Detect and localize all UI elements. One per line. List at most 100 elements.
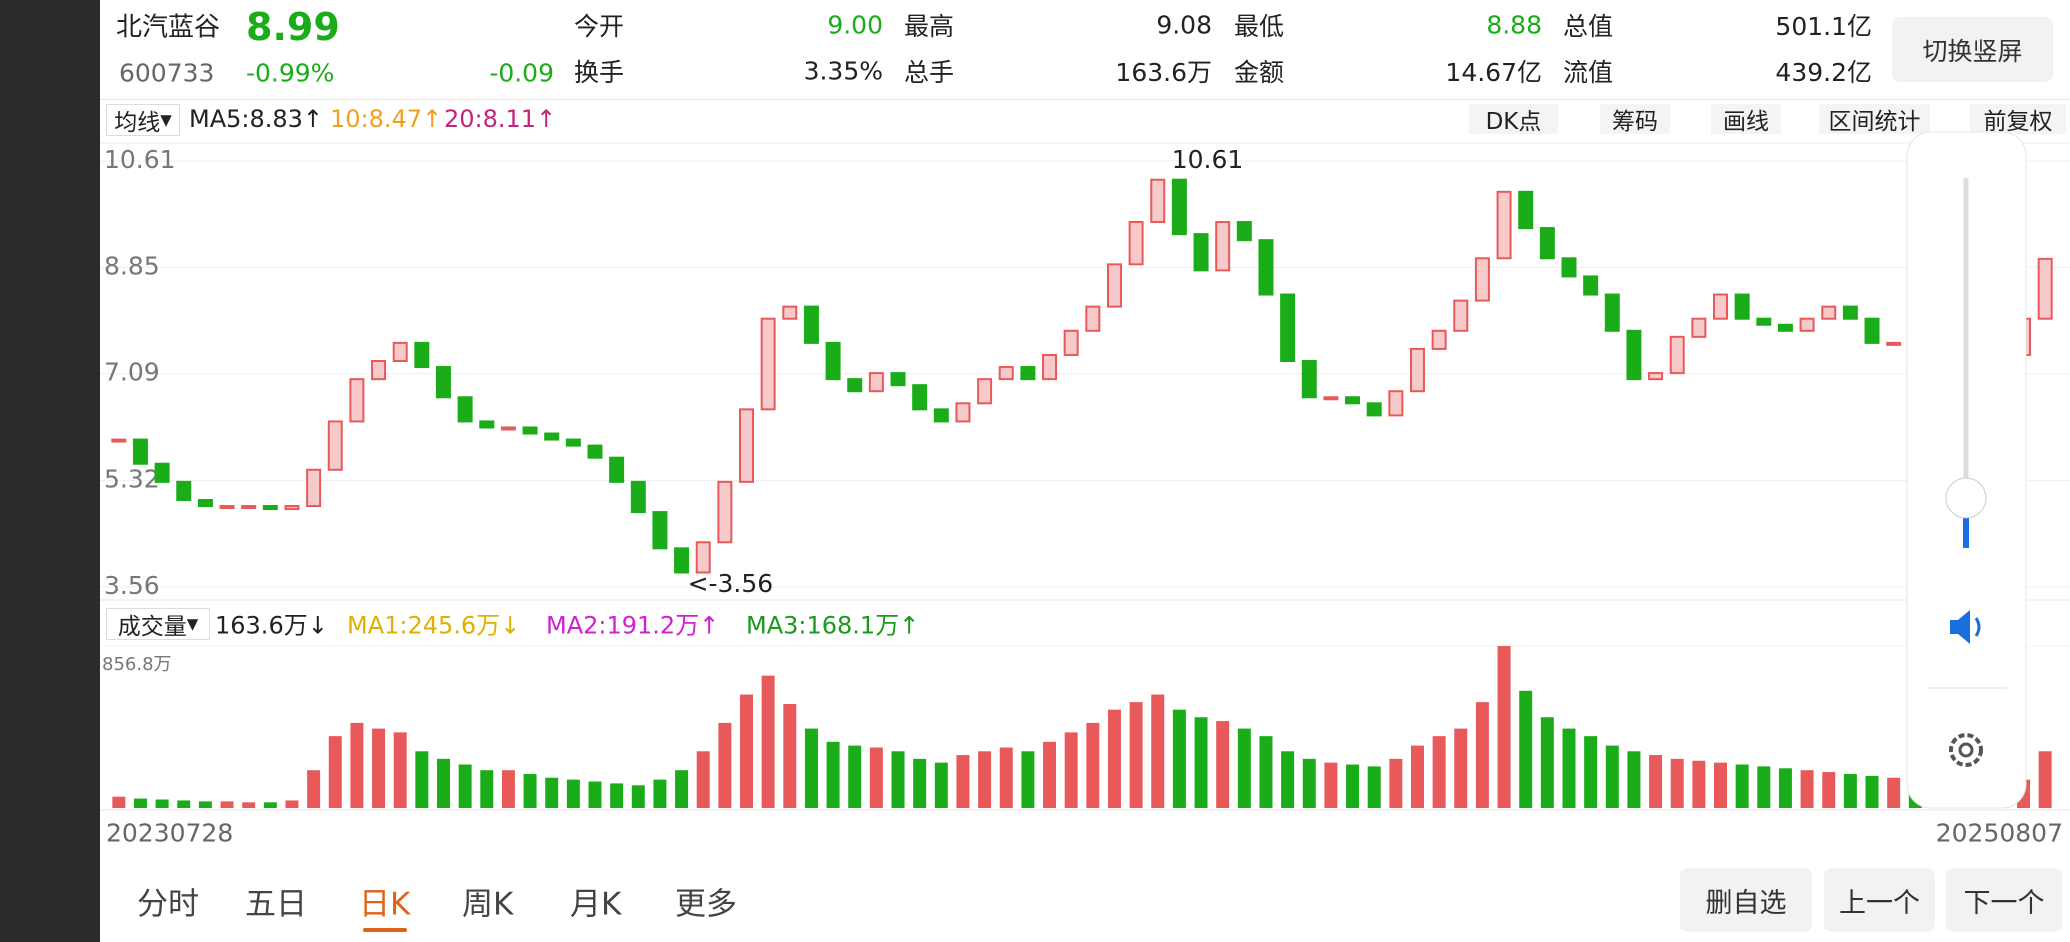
tab[interactable]: 月K <box>570 886 622 923</box>
tool-button[interactable]: 画线 <box>1711 104 1781 135</box>
volume-bar <box>1670 758 1684 808</box>
candle <box>1583 275 1599 296</box>
tool-button[interactable]: 筹码 <box>1600 104 1670 135</box>
stat-value: 9.08 <box>1156 10 1212 40</box>
candle <box>739 408 755 483</box>
candle <box>414 341 430 369</box>
volume-bar <box>1757 766 1771 808</box>
candle <box>868 372 884 393</box>
candle <box>1972 366 1988 371</box>
candle <box>609 456 625 483</box>
tool-button[interactable]: DK点 <box>1469 104 1558 135</box>
volume-bar <box>133 798 147 808</box>
volume-bar <box>2038 751 2052 808</box>
volume-bar <box>1952 783 1966 808</box>
tab[interactable]: 五日 <box>245 886 307 923</box>
max-annotation: 10.61 <box>1172 145 1244 174</box>
candle <box>1193 233 1209 272</box>
candle <box>1453 299 1469 332</box>
tab[interactable]: 日K <box>359 886 411 923</box>
volume-bar <box>869 747 883 808</box>
candle <box>522 426 538 435</box>
y-tick-label: 3.56 <box>104 571 160 600</box>
candle <box>371 360 387 381</box>
volume-bar <box>155 799 169 808</box>
stat-label: 总手 <box>904 58 955 87</box>
candle <box>111 438 127 443</box>
volume-selector[interactable]: 成交量 ▾ <box>106 608 210 640</box>
candle <box>587 444 603 459</box>
volume-bar <box>1562 728 1576 808</box>
volume-bar <box>1865 775 1879 808</box>
candle <box>1518 190 1534 230</box>
volume-bar <box>328 736 342 808</box>
volume-bar <box>913 758 927 808</box>
min-annotation: <-3.56 <box>688 569 774 598</box>
volume-bar <box>545 777 559 808</box>
nav-button[interactable]: 下一个 <box>1946 868 2062 932</box>
volume-bar <box>1346 764 1360 808</box>
volume-bar <box>2017 779 2031 808</box>
volume-selector-label: 成交量 <box>117 614 187 640</box>
legend-item: MA5:8.83↑ <box>189 105 324 133</box>
candle <box>219 505 235 510</box>
volume-bar <box>1172 709 1186 808</box>
price: 8.99 <box>246 5 340 49</box>
candle <box>1756 317 1772 326</box>
volume-bar <box>1129 702 1143 808</box>
candle <box>132 438 148 465</box>
tab[interactable]: 周K <box>462 886 514 923</box>
volume-bar <box>1281 751 1295 808</box>
tab[interactable]: 分时 <box>137 886 199 923</box>
candle <box>1561 257 1577 278</box>
volume-bar <box>1887 777 1901 808</box>
candle <box>1215 221 1231 272</box>
tool-button[interactable]: 区间统计 <box>1819 104 1930 135</box>
candle <box>1280 293 1296 363</box>
candle <box>674 547 690 574</box>
switch-button[interactable]: 切换竖屏 <box>1892 17 2053 82</box>
candle <box>1907 341 1923 363</box>
nav-button[interactable]: 删自选 <box>1680 868 1812 932</box>
volume-bar <box>1930 781 1944 808</box>
volume-bar <box>1584 736 1598 808</box>
stat-value: 9.00 <box>827 10 883 40</box>
candle <box>544 432 560 441</box>
candle <box>176 480 192 501</box>
volume-bar <box>1410 745 1424 808</box>
volume-bar <box>198 801 212 808</box>
volume-bar <box>1389 758 1403 808</box>
ma-selector[interactable]: 均线 ▾ <box>106 104 180 136</box>
volume-bar <box>740 694 754 808</box>
volume-bar <box>220 801 234 808</box>
stat-label: 总值 <box>1563 12 1614 41</box>
stat-label: 流值 <box>1563 58 1614 87</box>
volume-bar <box>1908 779 1922 808</box>
candle <box>977 378 993 405</box>
divider <box>100 99 2070 100</box>
volume-bar <box>1973 785 1987 808</box>
candle <box>1669 335 1685 375</box>
tab[interactable]: 更多 <box>675 886 737 923</box>
candle <box>1388 390 1404 417</box>
candle <box>1474 257 1490 302</box>
volume-bar <box>999 747 1013 808</box>
stat-value: 439.2亿 <box>1775 58 1872 87</box>
candle <box>1864 317 1880 344</box>
volume-bar <box>1605 745 1619 808</box>
nav-button[interactable]: 上一个 <box>1824 868 1935 932</box>
volume-bar <box>112 796 126 808</box>
volume-bar <box>1843 773 1857 808</box>
stat-value: 501.1亿 <box>1775 12 1872 41</box>
end-date: 20250807 <box>1935 818 2063 848</box>
legend-item: MA3:168.1万↑ <box>746 611 920 640</box>
tool-button[interactable]: 前复权 <box>1970 104 2066 135</box>
volume-bar <box>1649 755 1663 808</box>
volume-bar <box>783 704 797 808</box>
candle <box>1150 178 1166 224</box>
candle <box>1128 221 1144 266</box>
volume-bar <box>1497 646 1511 808</box>
volume-bar <box>934 762 948 808</box>
volume-bar <box>1107 709 1121 808</box>
